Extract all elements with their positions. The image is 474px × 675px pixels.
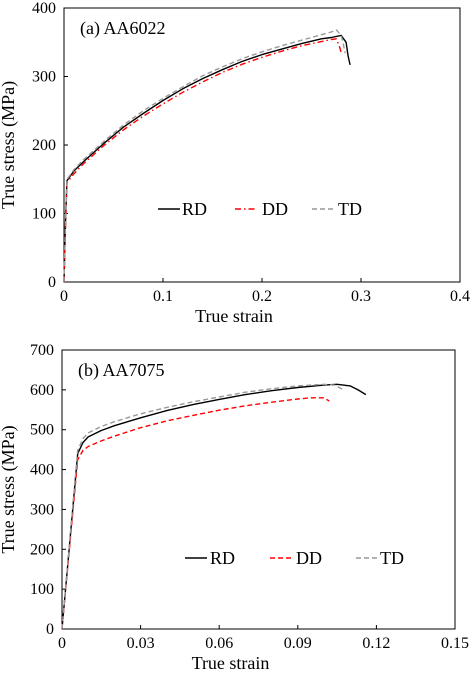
y-tick-label: 500 [30,422,54,439]
legend-label-dd: DD [296,548,322,568]
legend-label-dd: DD [262,199,288,219]
y-tick-label: 0 [46,621,54,638]
x-tick-label: 0.03 [127,635,155,652]
legend-label-td: TD [338,199,362,219]
y-tick-label: 200 [32,137,56,154]
series-line-rd [61,383,367,630]
legend-label-rd: RD [182,199,207,219]
x-axis-label: True strain [192,653,270,673]
x-tick-label: 0.4 [450,288,470,305]
y-tick-label: 200 [30,541,54,558]
series-line-td [61,383,343,630]
x-tick-label: 0.2 [252,288,272,305]
x-tick-label: 0.12 [362,635,390,652]
series-line-dd [61,397,330,630]
y-tick-label: 100 [32,206,56,223]
y-tick-label: 400 [30,462,54,479]
y-tick-label: 700 [30,342,54,359]
legend-label-rd: RD [210,548,235,568]
chart-panel-aa6022: 0 0.1 0.2 0.3 0.4 0 100 200 300 400 True strain Tru… [0,0,470,326]
panel-label: (b) AA7075 [78,360,165,381]
series-line-dd [63,38,342,283]
series-line-td [63,29,346,283]
series-line-rd [63,34,351,283]
y-tick-label: 400 [32,0,56,17]
x-tick-label: 0.09 [284,635,312,652]
y-axis-label: True stress (MPa) [0,81,19,209]
x-tick-label: 0.3 [351,288,371,305]
y-tick-label: 600 [30,382,54,399]
legend-label-td: TD [380,548,404,568]
x-axis-label: True strain [195,306,273,326]
y-tick-label: 300 [32,69,56,86]
x-tick-label: 0 [58,635,66,652]
x-tick-label: 0.06 [205,635,233,652]
panel-label: (a) AA6022 [80,18,165,39]
x-tick-label: 0.15 [441,635,469,652]
y-tick-label: 300 [30,501,54,518]
y-tick-label: 0 [48,274,56,291]
y-tick-label: 100 [30,581,54,598]
x-tick-label: 0 [60,288,68,305]
plot-frame [61,349,456,630]
chart-panel-aa7075: 0 0.03 0.06 0.09 0.12 0.15 0 100 200 300 400 500 600… [0,342,469,673]
y-axis-label: True stress (MPa) [0,425,19,553]
x-tick-label: 0.1 [153,288,173,305]
